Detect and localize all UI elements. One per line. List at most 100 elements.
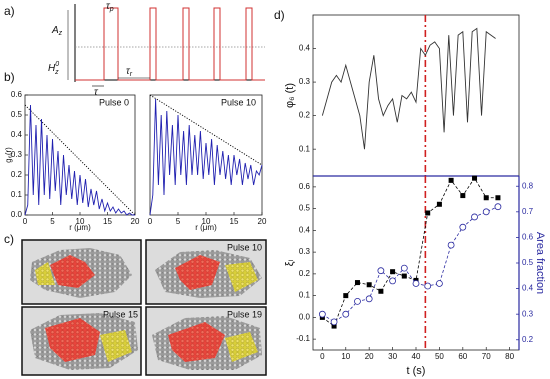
point (495, 195, 501, 201)
diagram-label: τr (126, 66, 133, 78)
label-text: A (51, 25, 59, 36)
label-sub: r (130, 71, 133, 78)
point (436, 280, 443, 287)
x-tick-label: 20 (131, 217, 140, 226)
x-tick-label: 40 (412, 352, 421, 361)
point (494, 203, 502, 211)
plot-frame (24, 94, 136, 216)
point (483, 195, 489, 201)
panel-label: c) (4, 232, 14, 246)
panel-label: b) (4, 70, 15, 84)
y-tick-label: 0.3 (11, 150, 23, 159)
point (389, 277, 396, 285)
y-axis-label: φ₆ (t) (284, 83, 296, 108)
x-tick-label: 15 (230, 217, 239, 226)
label-sub: z (58, 30, 63, 37)
series-line (149, 98, 263, 216)
point (412, 280, 420, 287)
y-tick-label: 0.3 (299, 77, 311, 86)
point (354, 297, 361, 305)
envelope-line (24, 104, 136, 216)
y2-tick-label: 0.5 (522, 258, 534, 267)
x-axis-label: r (μm) (69, 223, 91, 232)
point (365, 295, 373, 303)
label-text: τ (94, 87, 99, 98)
pulse-diagram (67, 4, 265, 87)
y-tick-label: 0.0 (299, 312, 311, 321)
pulse-train (75, 7, 265, 81)
y-axis-label: ξₗ (284, 259, 296, 266)
y-tick-label: 0.2 (299, 111, 311, 120)
annotation: Pulse 10 (221, 97, 256, 107)
image (21, 306, 142, 376)
y2-tick-label: 0.6 (522, 233, 534, 242)
x-tick-label: 50 (435, 352, 444, 361)
point (378, 288, 384, 294)
y2-tick-label: 0.2 (522, 335, 534, 344)
x-tick-label: 20 (258, 217, 267, 226)
point (459, 223, 467, 231)
y-axis-label: g₆(r) (4, 147, 13, 163)
point (318, 310, 326, 318)
x-tick-label: 10 (76, 217, 85, 226)
series-line (322, 206, 499, 323)
y-tick-label: 0.4 (299, 44, 311, 53)
label-text: τ (106, 1, 111, 12)
y-tick-label: 0.6 (299, 182, 311, 191)
label-text: H (48, 63, 56, 74)
y-tick-label: 0.5 (11, 110, 23, 119)
point (425, 210, 431, 216)
diagram-label: H0 z (48, 61, 59, 76)
y-tick-label: 0.1 (299, 291, 311, 300)
point (448, 177, 454, 183)
label-text: τ (126, 66, 131, 77)
x-axis-label: t (s) (407, 365, 426, 377)
y2-tick-label: 0.7 (522, 207, 534, 216)
point (330, 318, 338, 326)
series-line (24, 104, 135, 216)
point (482, 208, 490, 216)
y-tick-label: 0.1 (299, 144, 311, 153)
x-tick-label: 70 (482, 352, 491, 361)
point (401, 273, 407, 279)
x-tick-label: 80 (505, 352, 514, 361)
x-tick-label: 10 (341, 352, 350, 361)
panel-label: d) (274, 8, 285, 22)
image (21, 239, 142, 305)
x-tick-label: 0 (320, 352, 325, 361)
point (342, 310, 350, 318)
point (390, 269, 396, 275)
image-label: Pulse 10 (227, 242, 262, 252)
label-sup: 0 (55, 61, 59, 68)
image-label: Pulse 15 (103, 309, 138, 319)
x-tick-label: 30 (388, 352, 397, 361)
x-tick-label: 0 (23, 217, 28, 226)
x-axis-label: r (μm) (195, 223, 217, 232)
image-panels (21, 239, 267, 376)
y2-axis-label: Area fraction (534, 232, 546, 294)
point (354, 280, 360, 286)
diagram-label: τp (106, 1, 114, 13)
point (447, 241, 455, 249)
point (436, 201, 442, 207)
x-tick-label: 0 (148, 217, 153, 226)
point (472, 175, 478, 181)
x-tick-label: 20 (365, 352, 374, 361)
point (400, 264, 408, 272)
image-label: Pulse 19 (227, 309, 262, 319)
image (145, 239, 267, 305)
y-tick-label: 0.2 (299, 269, 311, 278)
x-tick-label: 5 (50, 217, 55, 226)
y-tick-label: 0.4 (11, 130, 23, 139)
image (145, 306, 267, 376)
y-tick-label: 0.2 (11, 170, 23, 179)
series-line (321, 27, 496, 150)
y-tick-label: 0.5 (299, 204, 311, 213)
y2-tick-label: 0.3 (522, 309, 534, 318)
point (377, 267, 385, 275)
y2-tick-label: 0.4 (522, 284, 534, 293)
diagram-label: Az (51, 25, 63, 37)
point (343, 293, 349, 299)
y2-tick-label: 0.8 (522, 181, 534, 190)
